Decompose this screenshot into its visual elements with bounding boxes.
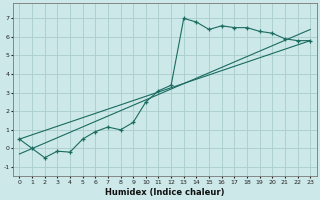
X-axis label: Humidex (Indice chaleur): Humidex (Indice chaleur) [105,188,225,197]
